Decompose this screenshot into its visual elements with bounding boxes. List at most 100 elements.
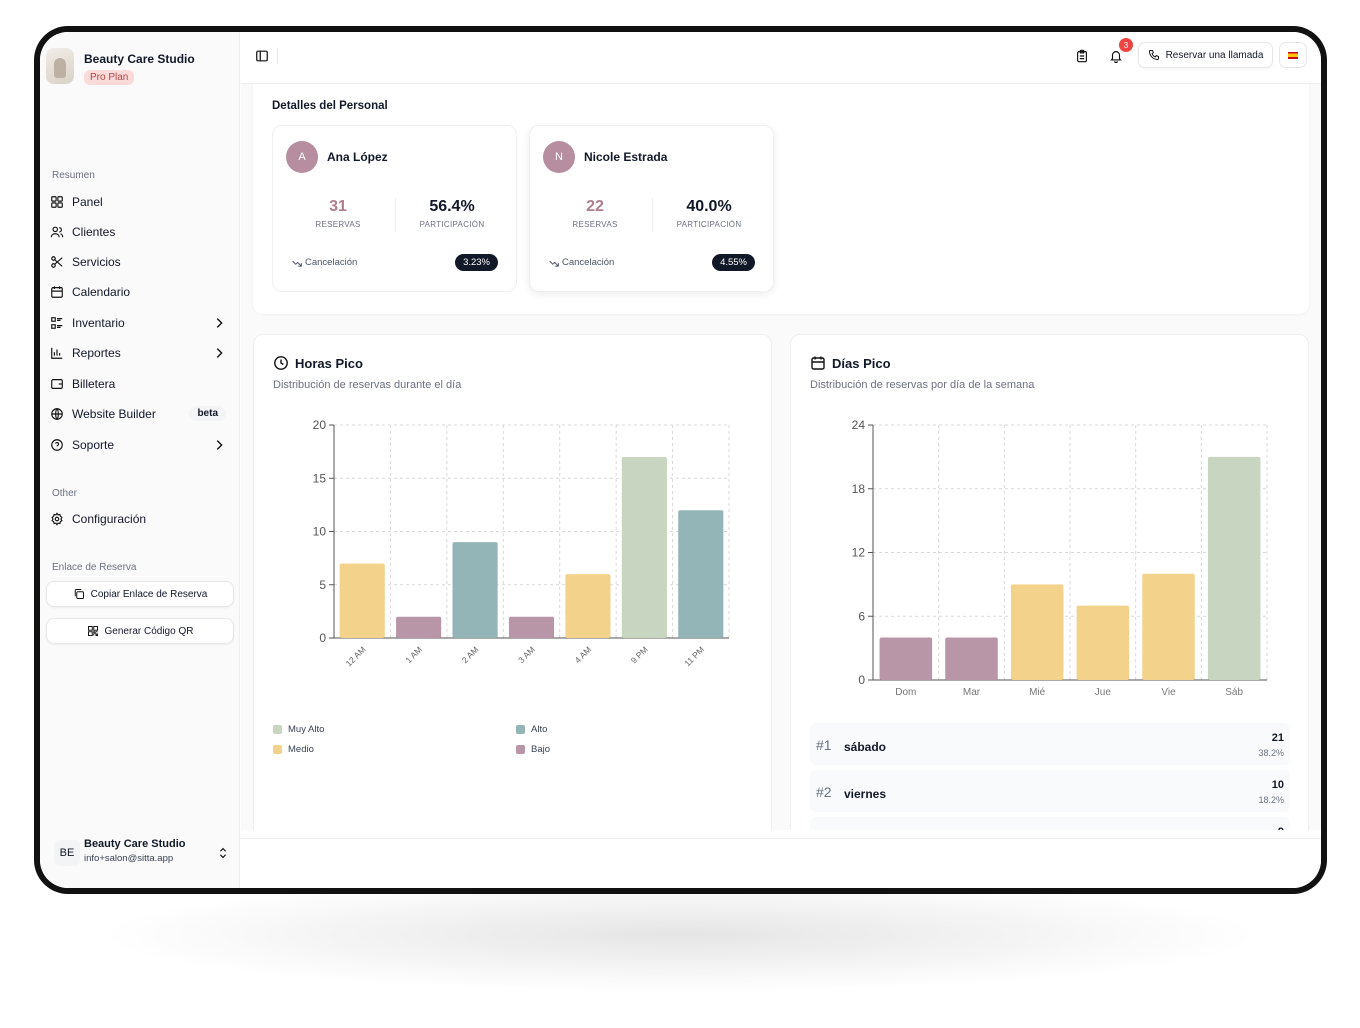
chart-bar <box>1207 456 1261 680</box>
sidebar-toggle-icon[interactable] <box>255 49 269 63</box>
user-account-switcher[interactable]: BE Beauty Care Studio info+salon@sitta.a… <box>50 836 232 876</box>
cancellation-row: Cancelación <box>549 257 614 268</box>
qr-code-icon <box>87 626 98 636</box>
book-call-label: Reservar una llamada <box>1165 49 1264 61</box>
legend-item-medio: Medio <box>273 744 314 755</box>
sidebar-item-label: Inventario <box>72 316 125 330</box>
x-tick-label: 12 AM <box>344 644 368 668</box>
rank-number: #2 <box>816 784 832 800</box>
clock-icon <box>274 356 288 370</box>
legend-swatch <box>516 745 525 754</box>
calendar-icon <box>811 356 825 370</box>
sidebar-item-label: Soporte <box>72 438 115 452</box>
chart-bar <box>452 542 498 638</box>
device-frame: Beauty Care Studio Pro Plan Resumen Pane… <box>34 26 1327 894</box>
user-name: Beauty Care Studio <box>84 838 186 850</box>
chevron-right-icon <box>216 440 223 450</box>
section-label-booking-link: Enlace de Reserva <box>52 562 137 573</box>
x-tick-label: 3 AM <box>516 644 537 665</box>
staff-card[interactable]: A Ana López 31 RESERVAS 56.4% PARTICIPAC… <box>272 125 517 292</box>
staff-share-stat: 40.0% PARTICIPACIÓN <box>659 198 759 229</box>
top-bar: 3 Reservar una llamada <box>241 32 1321 84</box>
chart-bar <box>1142 573 1195 680</box>
x-tick-label: Mié <box>1029 687 1046 695</box>
x-tick-label: 11 PM <box>682 644 706 668</box>
sidebar-item-billetera[interactable]: Billetera <box>50 371 232 397</box>
staff-details-panel: Detalles del Personal A Ana López 31 RES… <box>253 84 1309 314</box>
copy-booking-link-button[interactable]: Copiar Enlace de Reserva <box>46 581 234 607</box>
staff-bookings-stat: 22 RESERVAS <box>545 198 645 229</box>
sidebar-item-calendario[interactable]: Calendario <box>50 279 232 305</box>
x-tick-label: Mar <box>963 687 981 695</box>
cancellation-rate-badge: 3.23% <box>455 254 498 271</box>
app-screen: Beauty Care Studio Pro Plan Resumen Pane… <box>40 32 1321 888</box>
section-label-other: Other <box>52 488 78 499</box>
rank-day: viernes <box>844 787 887 801</box>
x-tick-label: 9 PM <box>629 644 650 665</box>
bar-chart-icon <box>51 347 63 359</box>
language-selector[interactable] <box>1279 42 1307 68</box>
users-icon <box>50 226 64 238</box>
peak-days-title: Días Pico <box>832 355 891 371</box>
sidebar-item-label: Calendario <box>72 285 131 299</box>
legend-swatch <box>273 745 282 754</box>
sidebar-item-servicios[interactable]: Servicios <box>50 249 232 275</box>
chevron-right-icon <box>216 318 223 328</box>
y-tick-label: 20 <box>313 418 327 432</box>
legend-item-alto: Alto <box>516 724 547 735</box>
sidebar-item-website-builder[interactable]: Website Builder beta <box>50 401 232 427</box>
clipboard-icon[interactable] <box>1075 49 1089 63</box>
cancellation-label: Cancelación <box>305 257 358 268</box>
chart-bar <box>678 510 724 638</box>
notification-badge: 3 <box>1119 38 1133 52</box>
y-tick-label: 10 <box>313 525 327 539</box>
peak-hours-chart: 0 5 10 15 20 12 AM 1 AM 2 AM 3 AM 4 AM 9 PM 11 PM <box>313 418 730 668</box>
x-tick-label: Sáb <box>1225 687 1243 695</box>
dashboard-icon <box>51 196 63 208</box>
y-tick-label: 15 <box>313 471 327 485</box>
peak-hours-title: Horas Pico <box>295 355 363 371</box>
bell-icon[interactable] <box>1109 49 1123 63</box>
chart-bar <box>1076 605 1130 680</box>
user-email: info+salon@sitta.app <box>84 853 174 864</box>
rank-count: 10 <box>1271 779 1284 791</box>
plan-badge: Pro Plan <box>84 70 135 85</box>
generate-qr-button[interactable]: Generar Código QR <box>46 618 234 644</box>
rank-number: #1 <box>816 737 832 753</box>
main-content: Detalles del Personal A Ana López 31 RES… <box>241 84 1321 830</box>
sidebar-item-soporte[interactable]: Soporte <box>50 432 232 458</box>
cancellation-label: Cancelación <box>562 257 615 268</box>
y-tick-label: 0 <box>858 673 865 687</box>
copy-icon <box>74 589 84 599</box>
section-label-resumen: Resumen <box>52 170 95 181</box>
sidebar-item-inventario[interactable]: Inventario <box>50 310 232 336</box>
staff-share-label: PARTICIPACIÓN <box>676 220 742 229</box>
user-avatar: BE <box>54 840 80 866</box>
staff-card[interactable]: N Nicole Estrada 22 RESERVAS 40.0% PARTI… <box>529 125 774 292</box>
sidebar-item-configuracion[interactable]: Configuración <box>50 506 232 532</box>
x-tick-label: 2 AM <box>460 644 481 665</box>
rank-percent: 18.2% <box>1258 795 1284 805</box>
peak-hours-header: Horas Pico <box>273 355 363 371</box>
staff-share-label: PARTICIPACIÓN <box>419 220 485 229</box>
sidebar-item-label: Website Builder <box>72 407 156 421</box>
chevrons-up-down-icon <box>219 847 227 859</box>
sidebar-item-clientes[interactable]: Clientes <box>50 219 232 245</box>
calendar-icon <box>51 286 63 298</box>
book-call-button[interactable]: Reservar una llamada <box>1138 42 1273 68</box>
sidebar-item-panel[interactable]: Panel <box>50 189 232 215</box>
sidebar: Beauty Care Studio Pro Plan Resumen Pane… <box>40 32 240 888</box>
stat-divider <box>395 198 396 232</box>
brand-name: Beauty Care Studio <box>84 52 195 66</box>
ranking-row: #1 sábado 21 38.2% <box>810 723 1290 765</box>
copy-booking-link-label: Copiar Enlace de Reserva <box>90 588 208 600</box>
sidebar-item-reportes[interactable]: Reportes <box>50 340 232 366</box>
peak-days-card: Días Pico Distribución de reservas por d… <box>790 334 1309 830</box>
legend-item-bajo: Bajo <box>516 744 550 755</box>
y-tick-label: 18 <box>852 482 866 496</box>
trending-down-icon <box>549 260 559 267</box>
brand-switcher[interactable]: Beauty Care Studio Pro Plan <box>46 44 236 86</box>
brand-logo <box>46 48 74 84</box>
spain-flag-icon <box>1288 51 1298 59</box>
chart-bar <box>339 563 385 638</box>
